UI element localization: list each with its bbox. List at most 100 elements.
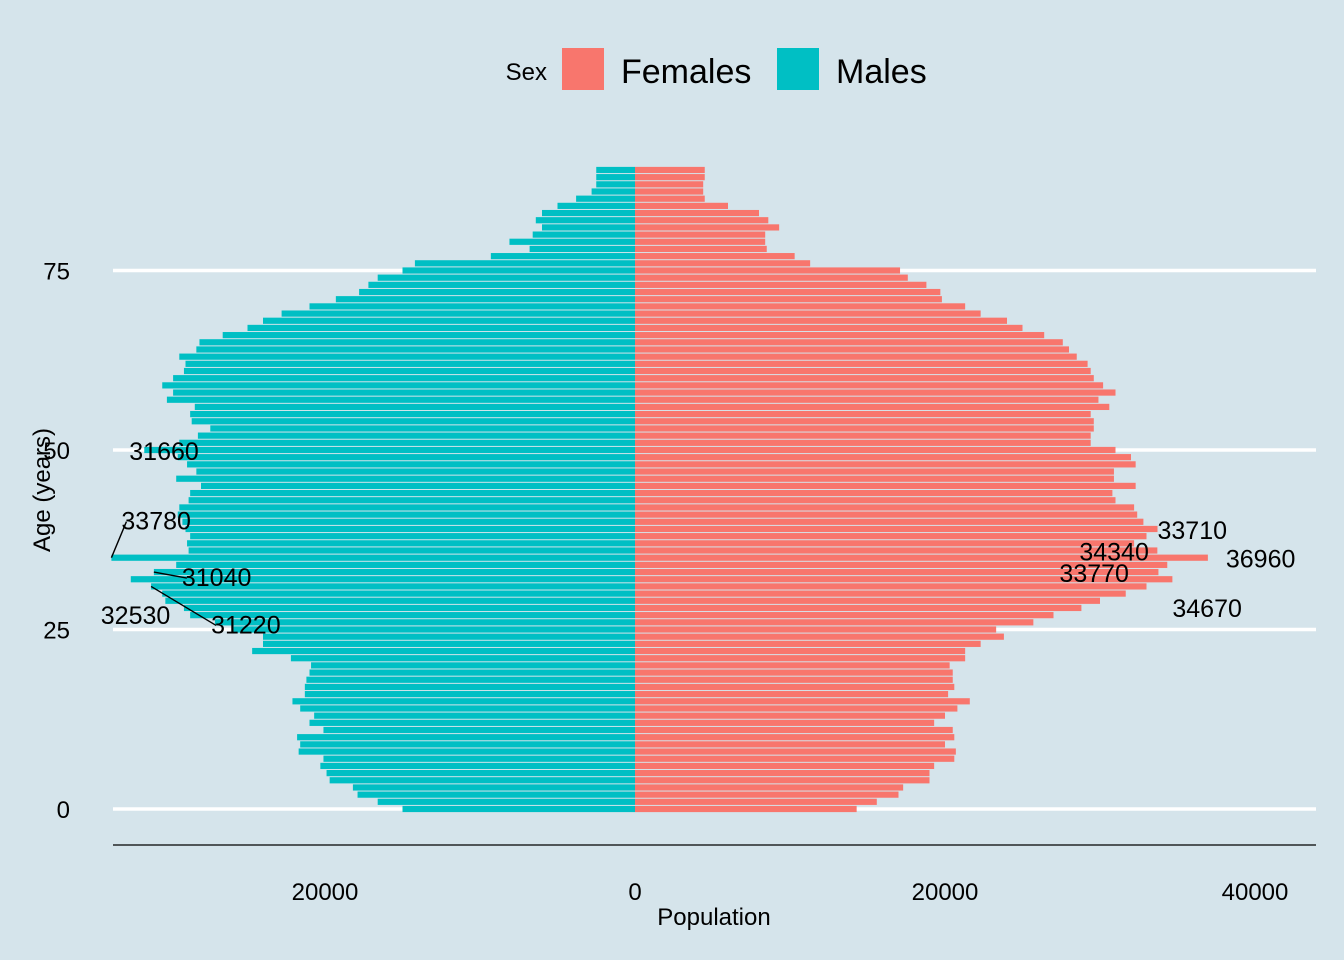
bar-males-age-61: [183, 367, 635, 375]
bar-females-age-47: [635, 468, 1114, 475]
bar-males-age-14: [300, 705, 635, 712]
bar-males-age-19: [309, 669, 635, 676]
bar-males-age-58: [173, 389, 635, 396]
bar-females-age-60: [635, 375, 1094, 382]
bar-males-age-67: [247, 324, 635, 332]
bar-males-age-5: [326, 770, 635, 777]
annotation-females-age-35: 36960: [1226, 546, 1296, 574]
bar-males-age-32: [130, 576, 635, 583]
bar-males-age-28: [183, 604, 635, 612]
bar-females-age-84: [635, 202, 728, 209]
bar-males-age-60: [173, 375, 635, 382]
bar-males-age-23: [263, 640, 635, 647]
bar-females-age-61: [635, 367, 1091, 375]
bar-females-age-59: [635, 382, 1104, 389]
bar-females-age-76: [635, 260, 811, 267]
bar-females-age-62: [635, 360, 1088, 367]
bar-males-age-64: [196, 346, 635, 353]
bar-females-age-27: [635, 612, 1054, 619]
bar-females-age-6: [635, 762, 935, 770]
bar-males-age-12: [309, 719, 635, 726]
x-axis-ticks: 20000 0 20000 40000: [292, 879, 1289, 906]
bar-females-age-67: [635, 324, 1023, 332]
bar-females-age-79: [635, 238, 766, 245]
bar-females-age-86: [635, 188, 704, 195]
bar-females-age-10: [635, 734, 955, 741]
bar-females-age-28: [635, 604, 1082, 612]
bar-males-age-55: [190, 411, 635, 418]
y-tick-75: 75: [43, 259, 70, 286]
bars-layer: [111, 166, 1208, 813]
bar-females-age-78: [635, 245, 767, 253]
bar-females-age-57: [635, 396, 1099, 403]
bar-females-age-83: [635, 209, 759, 217]
bar-males-age-31: [151, 583, 635, 590]
legend-label-males: Males: [836, 53, 927, 91]
bar-females-age-55: [635, 411, 1091, 418]
legend-label-females: Females: [621, 53, 751, 91]
bar-males-age-0: [402, 805, 635, 813]
bar-females-age-81: [635, 224, 780, 231]
bar-females-age-29: [635, 597, 1100, 604]
y-axis-ticks: 0 25 50 75: [43, 259, 70, 825]
bar-males-age-24: [263, 633, 635, 640]
annotation-males-age-32: 32530: [101, 602, 171, 630]
bar-females-age-1: [635, 798, 877, 805]
bar-males-age-8: [298, 748, 635, 755]
annotation-labels: 31660 33780 31040 32530 31220 33710 34340 36960…: [101, 438, 1296, 639]
bar-males-age-83: [542, 209, 635, 217]
bar-males-age-40: [182, 518, 635, 525]
bar-females-age-41: [635, 511, 1138, 518]
annotation-females-age-33: 33770: [1059, 560, 1129, 588]
bar-females-age-23: [635, 640, 981, 647]
bar-females-age-5: [635, 770, 930, 777]
bar-males-age-84: [557, 202, 635, 209]
bar-males-age-3: [352, 784, 635, 791]
bar-females-age-33: [635, 568, 1159, 576]
bar-males-age-43: [188, 497, 635, 504]
bar-males-age-21: [290, 655, 635, 662]
bar-females-age-42: [635, 504, 1135, 511]
bar-females-age-0: [635, 805, 857, 813]
annotation-leader-lines: [110, 521, 217, 627]
bar-females-age-11: [635, 726, 953, 734]
bar-females-age-12: [635, 719, 935, 726]
bar-males-age-38: [190, 533, 635, 540]
bar-females-age-38: [635, 533, 1147, 540]
bar-females-age-54: [635, 418, 1094, 425]
bar-males-age-18: [306, 676, 635, 683]
legend: Sex Females Males: [506, 48, 927, 91]
bar-females-age-31: [635, 583, 1147, 590]
bar-females-age-70: [635, 303, 966, 310]
bar-males-age-16: [304, 691, 635, 698]
bar-males-age-25: [233, 626, 636, 633]
bar-males-age-77: [490, 253, 635, 260]
legend-title: Sex: [506, 59, 547, 86]
bar-males-age-33: [153, 568, 635, 576]
leader-line-males-age-33: [153, 571, 188, 579]
bar-females-age-15: [635, 698, 970, 705]
bar-males-age-87: [596, 181, 635, 188]
bar-males-age-39: [185, 525, 635, 533]
bar-males-age-15: [292, 698, 635, 705]
bar-males-age-88: [596, 174, 635, 181]
bar-females-age-82: [635, 217, 769, 224]
bar-females-age-16: [635, 691, 949, 698]
legend-swatch-males: [777, 48, 819, 90]
bar-males-age-75: [402, 267, 635, 274]
bar-males-age-59: [162, 382, 635, 389]
bar-males-age-13: [314, 712, 635, 719]
bar-females-age-19: [635, 669, 953, 676]
bar-males-age-73: [368, 281, 635, 288]
bar-females-age-68: [635, 317, 1007, 324]
bar-males-age-70: [309, 303, 635, 310]
bar-females-age-71: [635, 296, 942, 303]
bar-females-age-52: [635, 432, 1091, 439]
bar-males-age-6: [320, 762, 635, 770]
bar-males-age-10: [297, 734, 635, 741]
bar-females-age-25: [635, 626, 997, 633]
bar-males-age-53: [210, 425, 636, 432]
bar-males-age-48: [187, 461, 636, 468]
bar-females-age-80: [635, 231, 766, 238]
bar-females-age-66: [635, 332, 1045, 339]
